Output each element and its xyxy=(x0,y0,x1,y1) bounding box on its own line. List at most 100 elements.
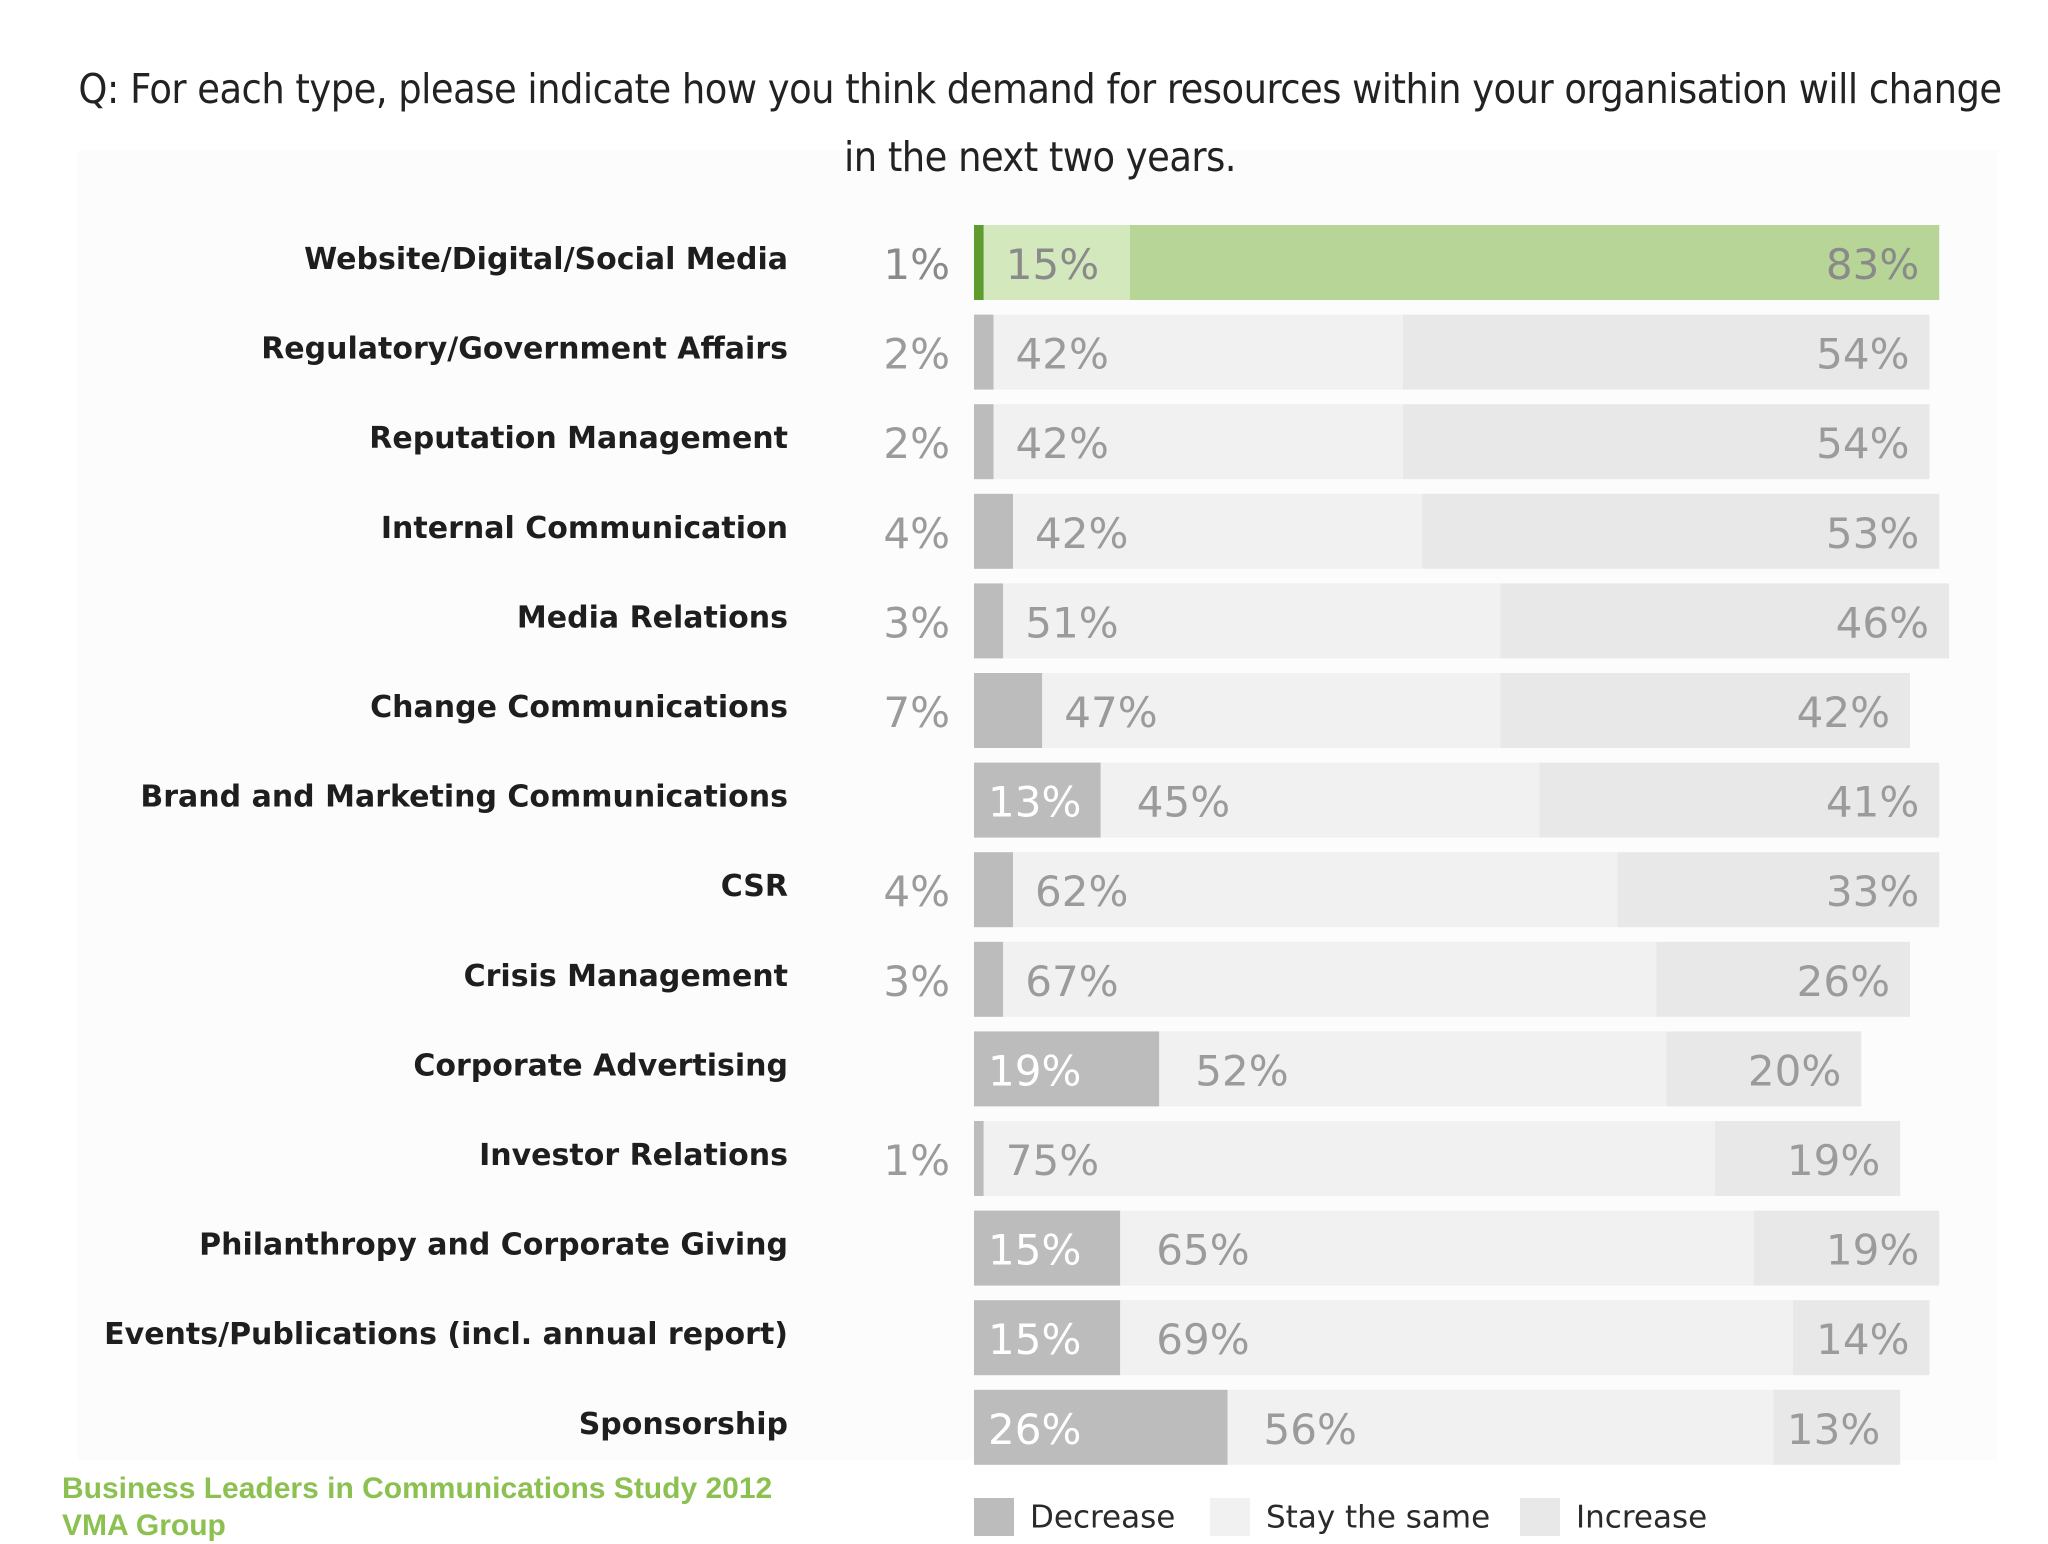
value-label-increase: 26% xyxy=(1797,957,1890,1006)
value-label-stay-the-same: 56% xyxy=(1264,1405,1357,1454)
value-label-decrease: 2% xyxy=(883,330,950,379)
bar-increase xyxy=(1793,1300,1930,1376)
value-label-stay-the-same: 42% xyxy=(1035,509,1128,558)
bar-stay-the-same xyxy=(1120,1210,1754,1286)
bar-increase xyxy=(1500,673,1910,748)
value-label-increase: 46% xyxy=(1836,598,1929,647)
value-label-decrease: 4% xyxy=(883,867,950,916)
bar-decrease xyxy=(974,404,994,480)
value-label-decrease: 15% xyxy=(988,1315,1081,1364)
bar-stay-the-same xyxy=(1227,1389,1774,1465)
category-label: Investor Relations xyxy=(479,1138,788,1173)
bar-stay-the-same xyxy=(1013,493,1423,569)
bar-decrease xyxy=(974,1031,1160,1107)
category-label: Brand and Marketing Communications xyxy=(140,780,788,815)
bar-stay-the-same xyxy=(1013,852,1618,928)
legend-swatch-increase xyxy=(1520,1498,1560,1536)
bar-stay-the-same xyxy=(993,404,1403,480)
source-line-1: Business Leaders in Communications Study… xyxy=(62,1472,773,1505)
value-label-increase: 42% xyxy=(1797,688,1890,737)
value-label-decrease: 15% xyxy=(988,1226,1081,1275)
value-label-increase: 14% xyxy=(1816,1315,1909,1364)
category-label: Website/Digital/Social Media xyxy=(304,242,788,277)
legend-swatch-decrease xyxy=(974,1498,1014,1536)
bar-decrease xyxy=(974,314,994,390)
category-label: Reputation Management xyxy=(369,421,788,456)
value-label-stay-the-same: 42% xyxy=(1016,330,1109,379)
value-label-decrease: 13% xyxy=(988,778,1081,827)
bar-stay-the-same xyxy=(1003,941,1657,1017)
category-label: Media Relations xyxy=(517,600,788,635)
bar-decrease xyxy=(974,225,984,300)
category-label: Events/Publications (incl. annual report… xyxy=(104,1317,788,1352)
bar-decrease xyxy=(974,1300,1121,1376)
value-label-stay-the-same: 47% xyxy=(1064,688,1157,737)
bar-increase xyxy=(1403,404,1930,480)
bar-decrease xyxy=(974,673,1043,748)
value-label-increase: 20% xyxy=(1748,1046,1841,1095)
bar-stay-the-same xyxy=(1100,762,1540,838)
value-label-stay-the-same: 69% xyxy=(1156,1315,1249,1364)
bar-stay-the-same xyxy=(1120,1300,1793,1376)
value-label-decrease: 1% xyxy=(883,1136,950,1185)
chart-title: Q: For each type, please indicate how yo… xyxy=(78,65,2002,181)
value-label-stay-the-same: 15% xyxy=(1006,240,1099,289)
value-label-decrease: 2% xyxy=(883,419,950,468)
value-label-stay-the-same: 67% xyxy=(1025,957,1118,1006)
value-label-increase: 54% xyxy=(1816,419,1909,468)
source-note: Business Leaders in Communications Study… xyxy=(62,1470,772,1544)
bar-increase xyxy=(1500,583,1949,659)
value-label-stay-the-same: 75% xyxy=(1006,1136,1099,1185)
value-label-decrease: 1% xyxy=(883,240,950,289)
bar-stay-the-same xyxy=(993,314,1403,390)
category-label: Corporate Advertising xyxy=(413,1048,788,1083)
bar-decrease xyxy=(974,1389,1228,1465)
category-label: Sponsorship xyxy=(579,1407,788,1442)
bar-stay-the-same xyxy=(1042,673,1501,748)
bar-decrease xyxy=(974,852,1013,928)
bar-stay-the-same xyxy=(1159,1031,1667,1107)
bar-increase xyxy=(1403,314,1930,390)
bar-decrease xyxy=(974,1121,984,1196)
value-label-stay-the-same: 65% xyxy=(1156,1226,1249,1275)
bar-increase xyxy=(1754,1210,1940,1286)
value-label-increase: 41% xyxy=(1826,778,1919,827)
category-label: Crisis Management xyxy=(464,959,788,994)
value-label-decrease: 3% xyxy=(883,598,950,647)
bar-decrease xyxy=(974,1210,1121,1286)
value-label-decrease: 4% xyxy=(883,509,950,558)
bar-decrease xyxy=(974,493,1013,569)
category-label: Philanthropy and Corporate Giving xyxy=(199,1228,788,1263)
value-label-increase: 53% xyxy=(1826,509,1919,558)
bar-increase xyxy=(1656,941,1910,1017)
value-label-decrease: 19% xyxy=(988,1046,1081,1095)
bar-increase xyxy=(1539,762,1940,838)
value-label-increase: 19% xyxy=(1826,1226,1919,1275)
value-label-decrease: 26% xyxy=(988,1405,1081,1454)
bar-increase xyxy=(1666,1031,1862,1107)
value-label-increase: 54% xyxy=(1816,330,1909,379)
value-label-decrease: 7% xyxy=(883,688,950,737)
value-label-decrease: 3% xyxy=(883,957,950,1006)
value-label-increase: 83% xyxy=(1826,240,1919,289)
bar-increase xyxy=(1715,1121,1901,1196)
bar-increase xyxy=(1617,852,1940,928)
value-label-increase: 19% xyxy=(1787,1136,1880,1185)
legend-label-decrease: Decrease xyxy=(1030,1500,1175,1536)
legend-label-stay-the-same: Stay the same xyxy=(1266,1500,1490,1536)
bar-decrease xyxy=(974,583,1004,659)
bar-decrease xyxy=(974,762,1101,838)
bar-increase xyxy=(1773,1389,1901,1465)
bar-increase xyxy=(1422,493,1940,569)
bar-increase xyxy=(1130,225,1940,300)
value-label-stay-the-same: 62% xyxy=(1035,867,1128,916)
value-label-increase: 33% xyxy=(1826,867,1919,916)
value-label-increase: 13% xyxy=(1787,1405,1880,1454)
category-label: Regulatory/Government Affairs xyxy=(261,332,788,367)
value-label-stay-the-same: 51% xyxy=(1025,598,1118,647)
bar-stay-the-same xyxy=(983,1121,1715,1196)
bar-stay-the-same xyxy=(983,225,1130,300)
category-label: Internal Communication xyxy=(381,511,788,546)
category-label: Change Communications xyxy=(370,690,788,725)
